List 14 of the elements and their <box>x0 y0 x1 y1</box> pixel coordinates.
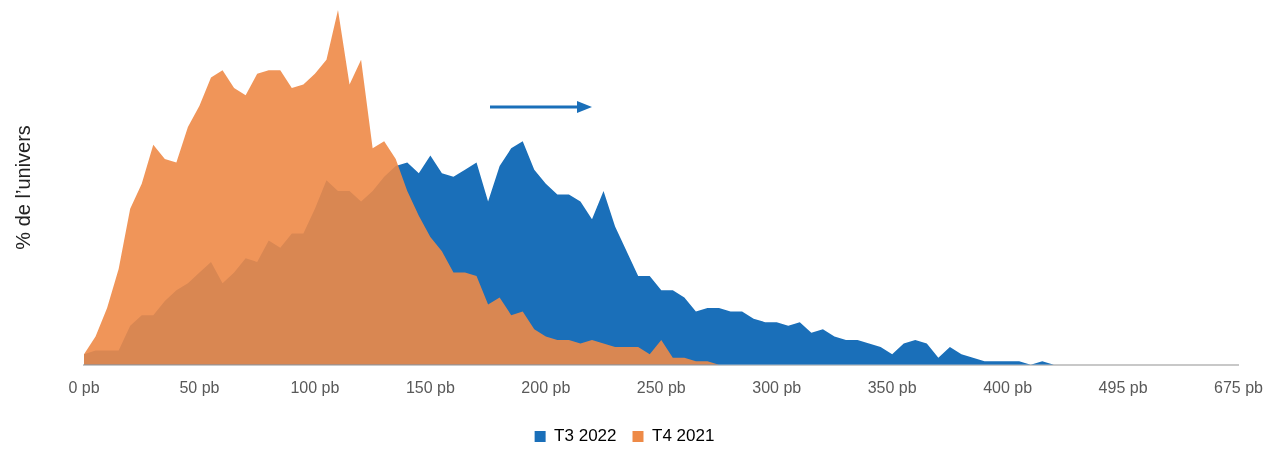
x-tick-label: 100 pb <box>290 378 340 396</box>
x-tick-label: 675 pb <box>1214 378 1264 396</box>
legend-label: T3 2022 <box>554 426 617 446</box>
y-axis-title: % de l’univers <box>11 125 34 250</box>
x-tick-label: 495 pb <box>1098 378 1148 396</box>
x-tick-label: 400 pb <box>983 378 1033 396</box>
x-tick-label: 0 pb <box>68 378 100 396</box>
x-tick-label: 50 pb <box>179 378 220 396</box>
x-tick-label: 350 pb <box>867 378 917 396</box>
x-tick-label: 250 pb <box>636 378 686 396</box>
x-tick-label: 150 pb <box>405 378 455 396</box>
x-tick-label: 200 pb <box>521 378 571 396</box>
x-tick-label: 300 pb <box>752 378 802 396</box>
legend-label: T4 2021 <box>652 426 715 446</box>
